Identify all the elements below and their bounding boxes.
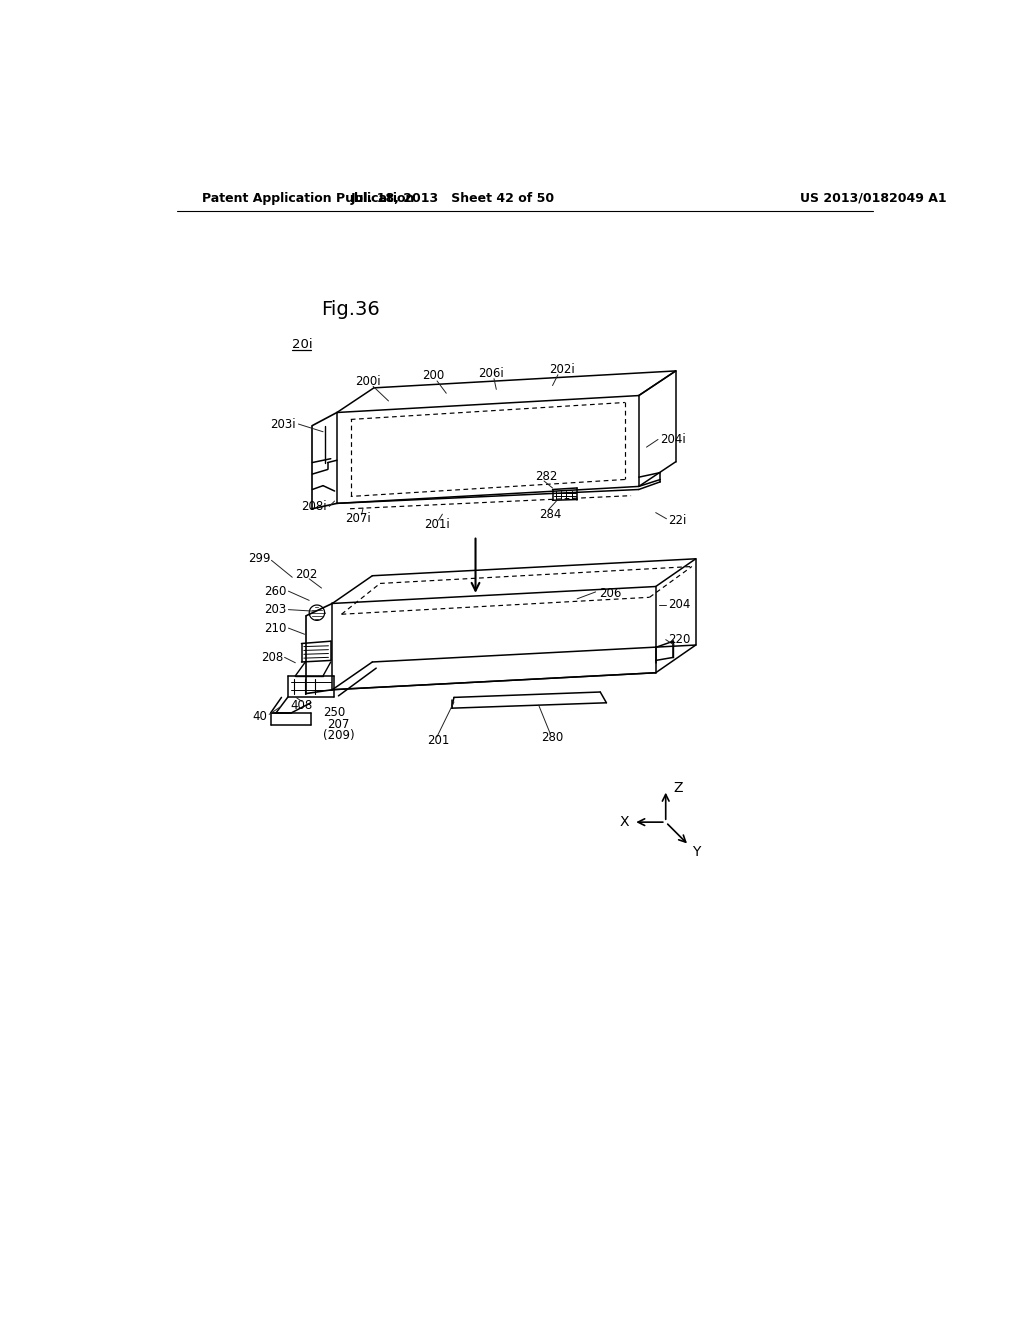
Text: 408: 408 bbox=[291, 698, 312, 711]
Text: Z: Z bbox=[674, 781, 683, 795]
Text: 206: 206 bbox=[599, 587, 622, 601]
Text: 200i: 200i bbox=[355, 375, 381, 388]
Text: 201: 201 bbox=[427, 734, 450, 747]
Text: X: X bbox=[620, 816, 629, 829]
Text: 208: 208 bbox=[261, 651, 283, 664]
Text: Y: Y bbox=[692, 845, 700, 858]
Text: 220: 220 bbox=[668, 634, 690, 647]
Text: 299: 299 bbox=[248, 552, 270, 565]
Text: Patent Application Publication: Patent Application Publication bbox=[202, 191, 415, 205]
Text: 202: 202 bbox=[295, 568, 317, 581]
Text: 284: 284 bbox=[539, 508, 561, 520]
Text: 202i: 202i bbox=[549, 363, 574, 376]
Text: 206i: 206i bbox=[478, 367, 504, 380]
Text: 207: 207 bbox=[328, 718, 349, 731]
Text: 282: 282 bbox=[536, 470, 557, 483]
Text: 201i: 201i bbox=[424, 517, 450, 531]
Text: (209): (209) bbox=[323, 730, 354, 742]
Text: 280: 280 bbox=[542, 731, 563, 744]
Text: 203i: 203i bbox=[270, 417, 296, 430]
Text: 260: 260 bbox=[264, 585, 286, 598]
Text: 203: 203 bbox=[264, 603, 286, 616]
Text: 208i: 208i bbox=[301, 500, 327, 513]
Text: US 2013/0182049 A1: US 2013/0182049 A1 bbox=[801, 191, 947, 205]
Text: 250: 250 bbox=[323, 706, 345, 719]
Text: 207i: 207i bbox=[345, 512, 371, 525]
Text: Fig.36: Fig.36 bbox=[322, 300, 380, 319]
Text: 204i: 204i bbox=[660, 433, 686, 446]
Text: 20i: 20i bbox=[292, 338, 313, 351]
Text: Jul. 18, 2013   Sheet 42 of 50: Jul. 18, 2013 Sheet 42 of 50 bbox=[350, 191, 554, 205]
Text: 40: 40 bbox=[253, 710, 267, 723]
Text: 204: 204 bbox=[668, 598, 690, 611]
Text: 200: 200 bbox=[422, 370, 444, 381]
Text: 22i: 22i bbox=[668, 513, 686, 527]
Text: 210: 210 bbox=[264, 622, 286, 635]
